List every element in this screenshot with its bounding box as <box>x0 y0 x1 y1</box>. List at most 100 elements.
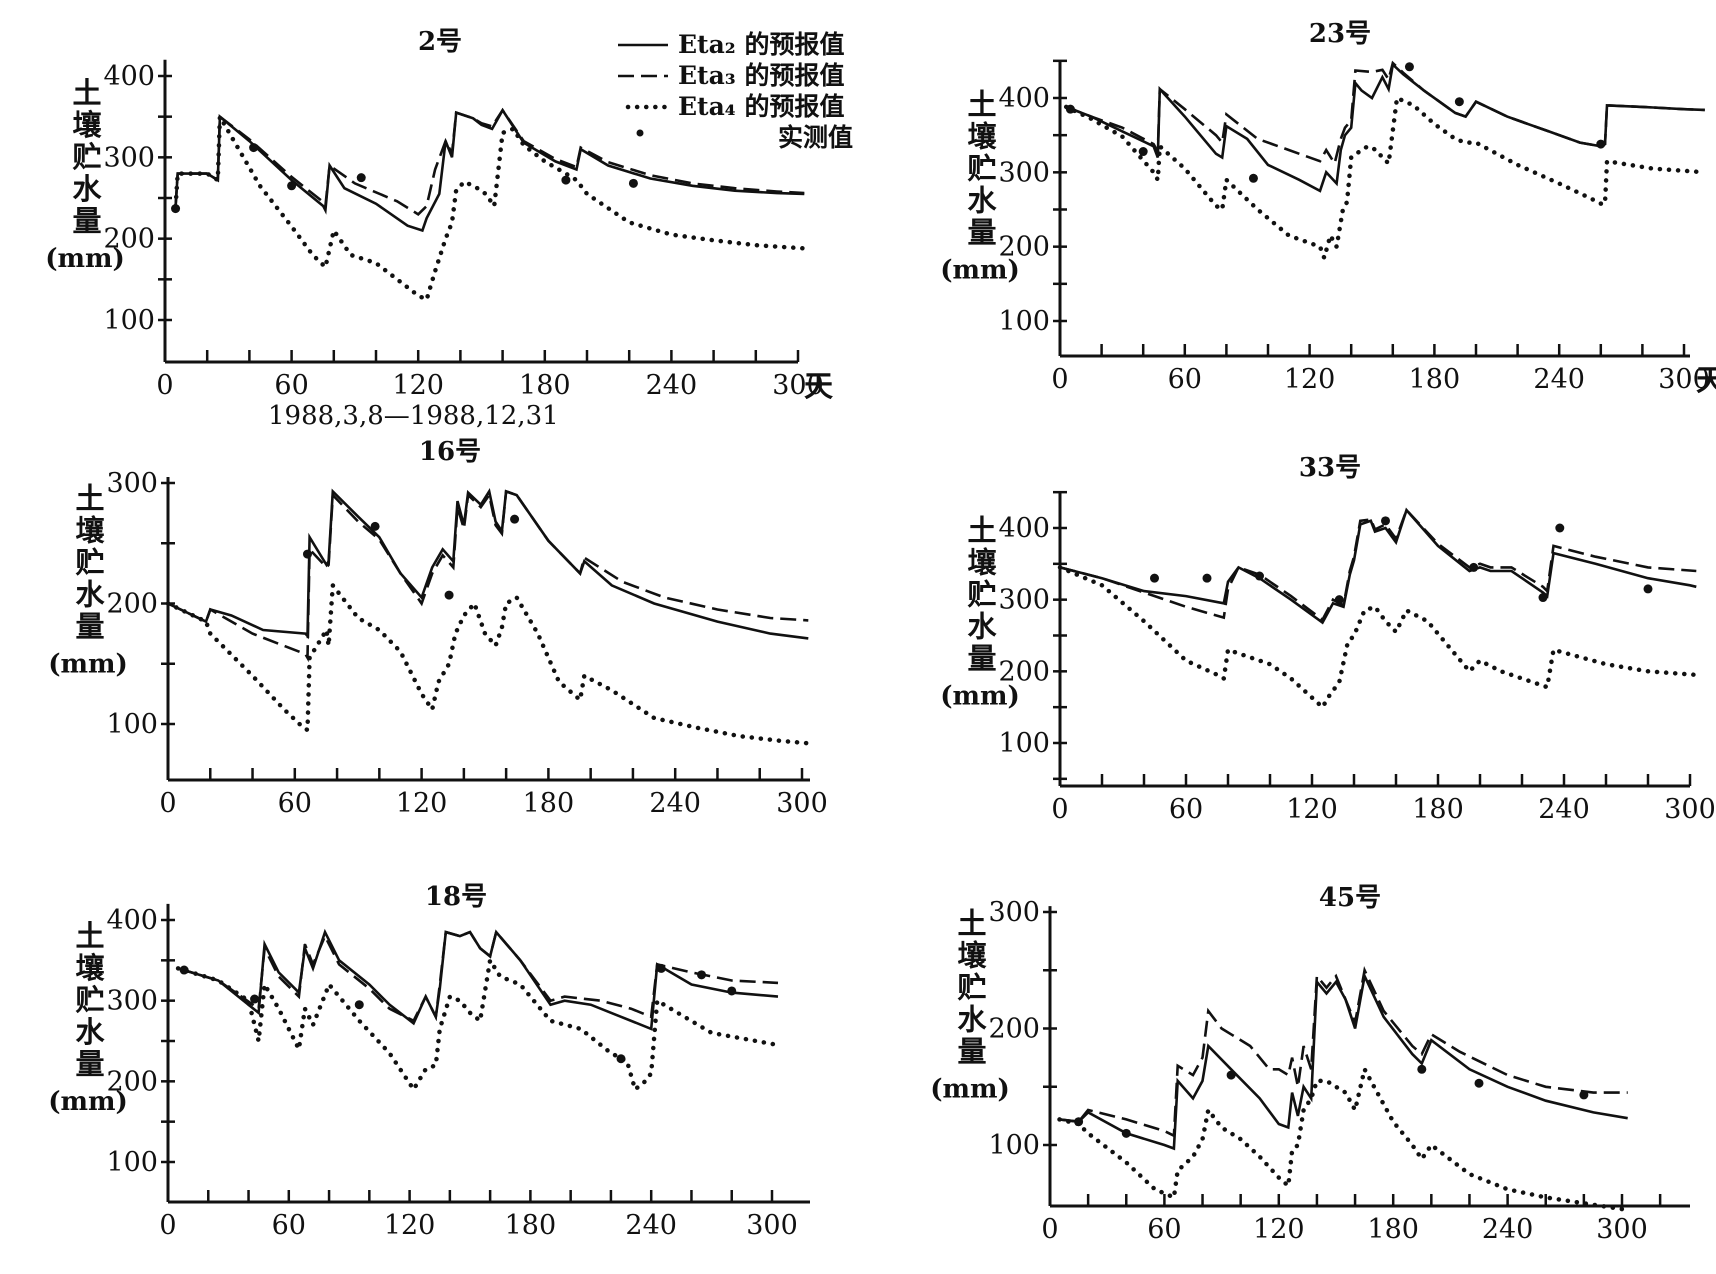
observed-point <box>1202 573 1212 583</box>
x-tick-label: 0 <box>1041 1214 1058 1245</box>
y-tick-label: 200 <box>998 232 1050 263</box>
x-tick-label: 240 <box>1538 794 1590 825</box>
series-eta3 <box>1059 966 1628 1138</box>
observed-point <box>1474 1078 1484 1088</box>
x-tick-label: 240 <box>1533 364 1585 395</box>
observed-point <box>1150 573 1159 583</box>
y-axis-label-char: 量 <box>75 610 104 644</box>
panel-title: 18号 <box>425 882 487 912</box>
x-axis-unit: 天 <box>804 369 833 403</box>
y-tick-label: 300 <box>998 585 1050 616</box>
y-tick-label: 400 <box>103 61 155 92</box>
x-tick-label: 60 <box>1168 364 1202 395</box>
x-tick-label: 0 <box>159 788 176 819</box>
x-tick-label: 300 <box>776 788 828 819</box>
observed-point <box>1074 1117 1084 1127</box>
y-axis-unit: (mm) <box>45 244 125 274</box>
series-eta2 <box>1059 971 1628 1151</box>
observed-point <box>510 514 520 524</box>
x-tick-label: 180 <box>1412 794 1464 825</box>
series-eta4 <box>173 108 807 303</box>
y-axis-label-char: 量 <box>75 1047 104 1081</box>
series-eta4 <box>165 579 811 746</box>
observed-point <box>1065 104 1075 114</box>
y-axis-label-char: 水 <box>72 172 102 206</box>
x-tick-label: 0 <box>1051 364 1068 395</box>
x-tick-label: 0 <box>156 370 173 401</box>
legend: Eta₂ 的预报值 Eta₃ 的预报值 Eta₄ 的预报值 实测值 <box>618 30 853 152</box>
y-axis-label-char: 土 <box>75 919 104 953</box>
observed-point <box>1226 1070 1236 1080</box>
y-axis-label-char: 量 <box>967 216 996 250</box>
observed-point <box>179 965 189 975</box>
observed-point <box>628 178 638 188</box>
panel-title: 16号 <box>419 437 481 467</box>
y-tick-label: 200 <box>998 656 1050 687</box>
panel-title: 23号 <box>1309 19 1371 49</box>
observed-point <box>1121 1128 1131 1138</box>
observed-point <box>444 590 454 600</box>
observed-point <box>1643 584 1653 594</box>
y-tick-label: 100 <box>988 1130 1040 1161</box>
x-tick-label: 180 <box>1409 364 1461 395</box>
x-tick-label: 120 <box>1284 364 1336 395</box>
observed-point <box>1255 571 1264 581</box>
observed-point <box>561 175 571 185</box>
x-tick-label: 240 <box>625 1210 677 1241</box>
observed-point <box>616 1054 626 1064</box>
y-axis-label-char: 土 <box>957 907 986 941</box>
y-tick-label: 400 <box>998 83 1050 114</box>
x-tick-label: 300 <box>772 370 824 401</box>
observed-point <box>697 970 707 980</box>
y-axis-label-char: 壤 <box>957 939 987 973</box>
x-tick-label: 180 <box>1367 1214 1419 1245</box>
observed-point <box>287 181 297 191</box>
legend-obs-marker <box>636 129 644 137</box>
y-tick-label: 300 <box>106 468 158 499</box>
observed-point <box>1138 147 1148 157</box>
series-eta4 <box>1057 565 1699 711</box>
y-axis-label-char: 水 <box>967 610 997 644</box>
y-tick-label: 200 <box>106 589 158 620</box>
x-axis-unit: 天 <box>1696 363 1716 397</box>
x-tick-label: 180 <box>519 370 571 401</box>
y-tick-label: 300 <box>998 157 1050 188</box>
x-tick-label: 180 <box>505 1210 557 1241</box>
x-tick-label: 120 <box>396 788 448 819</box>
observed-point <box>370 521 380 531</box>
x-tick-label: 120 <box>1286 794 1338 825</box>
y-axis-unit: (mm) <box>48 1087 128 1117</box>
x-tick-label: 0 <box>159 1210 176 1241</box>
y-axis-label-char: 土 <box>72 76 101 110</box>
y-axis-label-char: 量 <box>957 1035 986 1069</box>
x-tick-label: 120 <box>392 370 444 401</box>
y-axis-label-char: 贮 <box>967 152 996 186</box>
x-tick-label: 0 <box>1051 794 1068 825</box>
y-tick-label: 400 <box>998 513 1050 544</box>
series-eta4 <box>175 954 781 1094</box>
observed-point <box>1334 595 1344 605</box>
legend-eta3-label: Eta₃ 的预报值 <box>678 61 844 90</box>
x-tick-label: 60 <box>272 1210 306 1241</box>
y-tick-label: 400 <box>106 905 158 936</box>
x-tick-label: 240 <box>646 370 698 401</box>
observed-point <box>171 204 181 214</box>
y-axis-label-char: 壤 <box>967 120 997 154</box>
y-axis-label-char: 水 <box>75 1015 105 1049</box>
y-tick-label: 300 <box>103 142 155 173</box>
y-axis-label-char: 水 <box>967 184 997 218</box>
y-axis-label-char: 贮 <box>72 140 101 174</box>
y-axis-label-char: 土 <box>967 88 996 122</box>
y-axis-label-char: 量 <box>72 204 101 238</box>
series-eta4 <box>1063 94 1708 266</box>
x-tick-label: 300 <box>1664 794 1716 825</box>
y-axis-label-char: 水 <box>75 578 105 612</box>
x-tick-label: 300 <box>746 1210 798 1241</box>
series-eta3 <box>1059 507 1697 622</box>
observed-point <box>1555 523 1565 533</box>
y-tick-label: 300 <box>106 986 158 1017</box>
observed-point <box>356 173 366 183</box>
observed-point <box>1579 1090 1589 1100</box>
